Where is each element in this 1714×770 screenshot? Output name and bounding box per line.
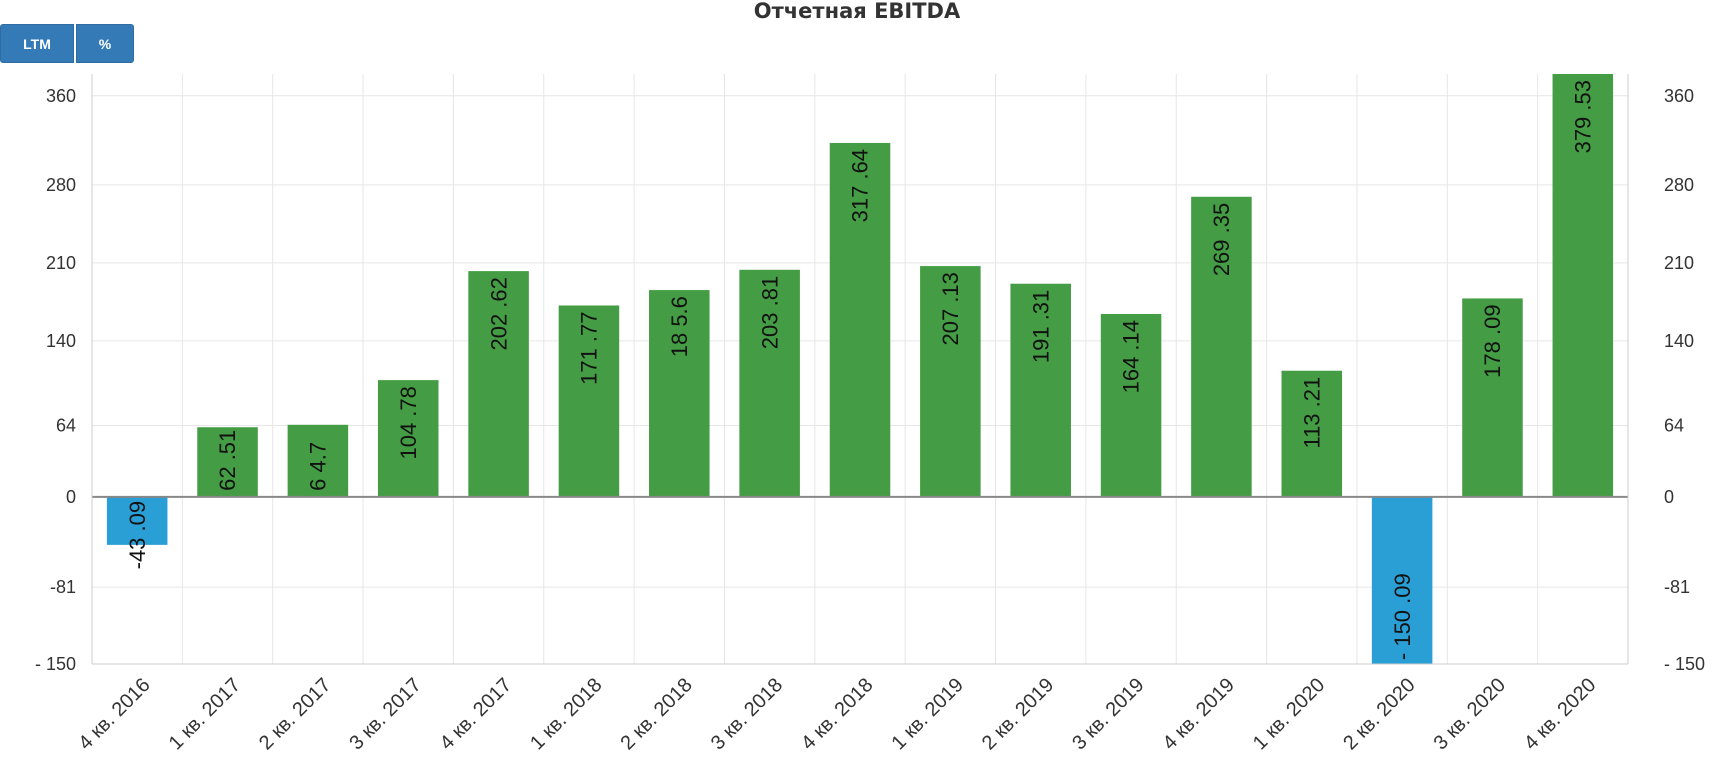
x-tick-label: 2 кв. 2020	[1339, 674, 1419, 754]
x-tick-label: 1 кв. 2017	[165, 674, 245, 754]
y-tick-label-left: 0	[66, 487, 76, 507]
y-tick-label-right: - 150	[1664, 654, 1705, 674]
y-tick-label-left: - 150	[35, 654, 76, 674]
ltm-button[interactable]: LTM	[0, 24, 74, 63]
data-label: 164 .14	[1119, 320, 1144, 393]
y-tick-label-right: 140	[1664, 331, 1694, 351]
x-tick-label: 4 кв. 2018	[797, 674, 877, 754]
data-label: 269 .35	[1209, 203, 1234, 276]
data-label: 62 .51	[215, 430, 240, 491]
x-tick-label: 2 кв. 2019	[978, 674, 1058, 754]
data-label: 202 .62	[486, 277, 511, 350]
bar	[1281, 370, 1343, 497]
x-tick-label: 3 кв. 2017	[345, 674, 425, 754]
bar	[377, 380, 439, 497]
y-tick-label-right: -81	[1664, 577, 1690, 597]
data-label: - 150 .09	[1390, 573, 1415, 660]
x-tick-label: 1 кв. 2019	[888, 674, 968, 754]
y-tick-label-left: 360	[46, 86, 76, 106]
mode-button-group: LTM %	[0, 24, 134, 63]
data-label: 178 .09	[1480, 304, 1505, 377]
y-tick-label-left: 140	[46, 331, 76, 351]
data-label: 113 .21	[1299, 377, 1324, 449]
bar	[1462, 298, 1523, 497]
bar	[558, 305, 620, 497]
x-tick-label: 3 кв. 2019	[1068, 674, 1148, 754]
bar	[197, 427, 258, 497]
bar	[1100, 313, 1162, 497]
bar	[739, 269, 800, 497]
bar	[1010, 283, 1071, 497]
data-label: 203 .81	[757, 276, 782, 349]
bar	[106, 496, 168, 545]
bar	[287, 424, 349, 497]
y-tick-label-right: 360	[1664, 86, 1694, 106]
x-tick-label: 4 кв. 2016	[74, 674, 154, 754]
x-tick-label: 2 кв. 2018	[616, 674, 696, 754]
bar	[829, 142, 891, 497]
bar	[468, 271, 529, 497]
bar	[920, 266, 981, 497]
y-tick-label-right: 64	[1664, 416, 1684, 436]
y-tick-label-left: 280	[46, 175, 76, 195]
bar	[1191, 196, 1252, 497]
y-tick-label-right: 0	[1664, 487, 1674, 507]
data-label: 191 .31	[1028, 290, 1053, 363]
y-tick-label-right: 210	[1664, 253, 1694, 273]
x-tick-label: 2 кв. 2017	[255, 674, 335, 754]
x-tick-label: 4 кв. 2020	[1520, 674, 1600, 754]
data-label: 207 .13	[938, 272, 963, 345]
bar	[649, 290, 710, 497]
x-tick-label: 3 кв. 2018	[707, 674, 787, 754]
data-label: 104 .78	[396, 386, 421, 459]
y-tick-label-right: 280	[1664, 175, 1694, 195]
data-labels: -43 .09 62 .51 6 4.7 104 .78 202 .62 171 .77 1…	[125, 80, 1596, 660]
data-label: -43 .09	[125, 501, 150, 570]
data-label: 18 5.6	[667, 296, 692, 357]
percent-button[interactable]: %	[76, 24, 134, 63]
x-tick-label: 1 кв. 2020	[1249, 674, 1329, 754]
x-tick-label: 4 кв. 2017	[436, 674, 516, 754]
y-tick-label-left: 64	[56, 416, 76, 436]
chart-title: Отчетная EBITDA	[753, 0, 961, 23]
data-label: 317 .64	[848, 149, 873, 222]
y-tick-label-left: -81	[50, 577, 76, 597]
x-tick-label: 1 кв. 2018	[526, 674, 606, 754]
data-label: 379 .53	[1571, 80, 1596, 153]
data-label: 6 4.7	[306, 442, 331, 491]
bar	[1371, 496, 1433, 665]
x-tick-label: 3 кв. 2020	[1430, 674, 1510, 754]
bar	[1552, 74, 1614, 497]
x-tick-label: 4 кв. 2019	[1159, 674, 1239, 754]
bars	[106, 74, 1614, 665]
y-tick-label-left: 210	[46, 253, 76, 273]
data-label: 171 .77	[577, 311, 602, 384]
